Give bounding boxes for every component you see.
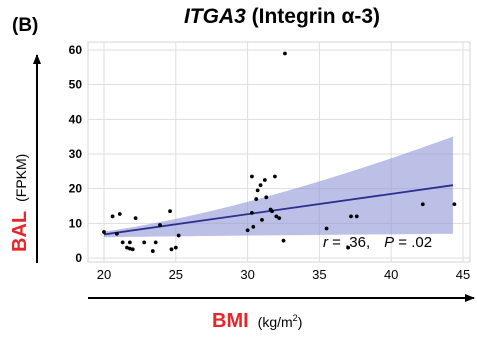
y-tick-labels: 0 10 20 30 40 50 60 xyxy=(69,43,83,265)
data-points xyxy=(102,51,457,253)
data-point xyxy=(158,223,162,227)
x-tick-label: 30 xyxy=(240,267,254,282)
data-point xyxy=(125,245,129,250)
data-point xyxy=(260,217,264,222)
data-point xyxy=(349,214,353,219)
data-point xyxy=(176,233,181,238)
data-point xyxy=(420,202,425,207)
data-point xyxy=(264,195,269,200)
data-point xyxy=(168,209,172,214)
data-point xyxy=(262,178,267,182)
chart-title: ITGA3 (Integrin α-3) xyxy=(184,5,380,28)
data-point xyxy=(270,209,274,214)
data-point xyxy=(130,247,135,252)
data-point xyxy=(117,212,122,216)
data-point xyxy=(250,211,254,215)
y-tick-label: 10 xyxy=(69,216,83,230)
stats-annotation: r = .36, P = .02 xyxy=(323,234,432,251)
data-point xyxy=(250,174,254,179)
r-label: r xyxy=(323,234,329,251)
data-point xyxy=(258,183,263,188)
y-tick-label: 40 xyxy=(69,112,83,126)
data-point xyxy=(127,240,132,245)
data-point xyxy=(150,249,155,253)
data-point xyxy=(354,214,359,219)
p-label: P xyxy=(384,234,394,251)
y-axis-label: BAL (FPKM) xyxy=(9,154,31,252)
chart-title-rest: (Integrin α-3) xyxy=(246,5,380,28)
data-point xyxy=(251,224,256,229)
x-axis-label-main: BMI xyxy=(212,310,249,332)
data-point xyxy=(102,230,106,234)
data-point xyxy=(452,202,457,207)
data-point xyxy=(274,214,279,219)
x-tick-label: 20 xyxy=(97,267,111,282)
y-tick-label: 0 xyxy=(75,251,82,265)
data-point xyxy=(283,51,287,56)
data-point xyxy=(169,247,174,252)
y-tick-label: 50 xyxy=(69,78,83,92)
x-tick-label: 25 xyxy=(169,267,183,282)
y-axis-label-unit: (FPKM) xyxy=(13,154,29,202)
regression-line xyxy=(103,184,454,236)
data-point xyxy=(324,226,329,231)
y-tick-label: 30 xyxy=(69,147,83,161)
panel-label: (B) xyxy=(12,15,38,36)
confidence-band xyxy=(104,136,453,238)
x-axis-label: BMI (kg/m2) xyxy=(212,310,302,332)
data-point xyxy=(245,228,250,233)
data-point xyxy=(281,238,286,243)
data-point xyxy=(133,216,138,221)
grid xyxy=(88,42,470,262)
data-point xyxy=(120,240,125,245)
data-point xyxy=(277,216,282,221)
y-tick-label: 20 xyxy=(69,182,83,196)
x-tick-label: 40 xyxy=(384,267,398,282)
r-value: = .36, xyxy=(328,234,370,251)
x-tick-labels: 20 25 30 35 40 45 xyxy=(97,267,470,282)
data-point xyxy=(272,174,277,179)
x-axis-label-sup: 2 xyxy=(293,313,298,323)
x-axis-label-close: ) xyxy=(298,314,303,330)
x-tick-label: 45 xyxy=(456,267,470,282)
data-point xyxy=(153,240,158,245)
chart-title-gene: ITGA3 xyxy=(184,5,246,28)
data-point xyxy=(255,188,260,193)
x-axis-label-unit: (kg/m xyxy=(258,314,293,330)
data-point xyxy=(254,197,259,201)
data-point xyxy=(173,245,178,250)
data-point xyxy=(127,246,132,251)
y-axis-label-main: BAL xyxy=(9,211,31,252)
data-point xyxy=(346,245,351,250)
y-tick-label: 60 xyxy=(69,43,83,57)
data-point xyxy=(110,214,115,219)
data-point xyxy=(115,231,119,236)
data-point xyxy=(142,240,147,245)
x-tick-label: 35 xyxy=(312,267,326,282)
p-value: = .02 xyxy=(394,234,432,251)
